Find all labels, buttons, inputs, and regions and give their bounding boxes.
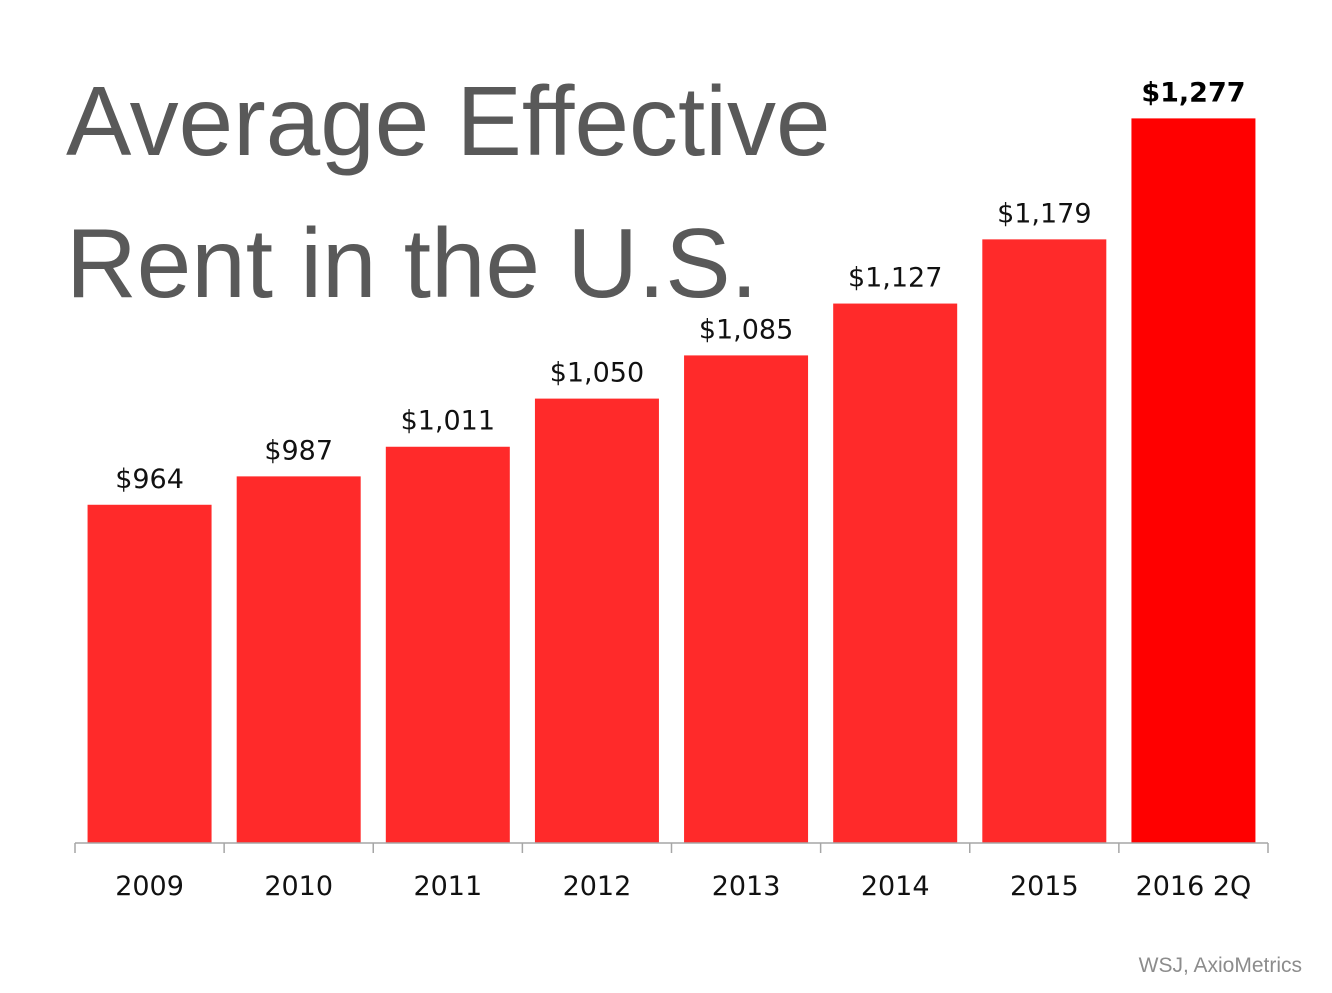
bar-2015 <box>982 239 1107 843</box>
value-label-2013: $1,085 <box>699 314 793 345</box>
tick-label-2009: 2009 <box>115 871 184 902</box>
tick-label-2015: 2015 <box>1010 871 1079 902</box>
value-label-2014: $1,127 <box>848 263 942 294</box>
bar-2016-2Q <box>1131 118 1256 844</box>
chart-title-line-2: Rent in the U.S. <box>66 208 758 318</box>
value-label-2011: $1,011 <box>401 406 495 437</box>
tick-label-2016-2Q: 2016 2Q <box>1136 871 1252 902</box>
value-label-2009: $964 <box>115 464 184 495</box>
chart-title-line-1: Average Effective <box>66 66 831 176</box>
tick-label-2012: 2012 <box>563 871 632 902</box>
source-label: WSJ, AxioMetrics <box>1139 954 1302 977</box>
bars-group <box>87 118 1256 844</box>
bar-2010 <box>236 476 361 843</box>
value-label-2015: $1,179 <box>997 198 1091 229</box>
bar-2012 <box>534 398 659 843</box>
bar-2013 <box>684 355 809 843</box>
bar-2014 <box>833 303 958 843</box>
bar-2011 <box>385 446 510 843</box>
tick-label-2014: 2014 <box>861 871 930 902</box>
value-labels-group: $964 $987 $1,011 $1,050 $1,085 $1,127 $1,179 $1… <box>115 77 1245 494</box>
tick-labels-group: 2009 2010 2011 2012 2013 2014 2015 2016 2Q <box>115 871 1251 902</box>
tick-label-2011: 2011 <box>413 871 482 902</box>
bar-2009 <box>87 504 212 843</box>
value-label-2016-2Q: $1,277 <box>1141 77 1245 108</box>
tick-label-2013: 2013 <box>712 871 781 902</box>
value-label-2012: $1,050 <box>550 358 644 389</box>
x-axis <box>74 842 1269 853</box>
tick-label-2010: 2010 <box>264 871 333 902</box>
value-label-2010: $987 <box>264 435 333 466</box>
